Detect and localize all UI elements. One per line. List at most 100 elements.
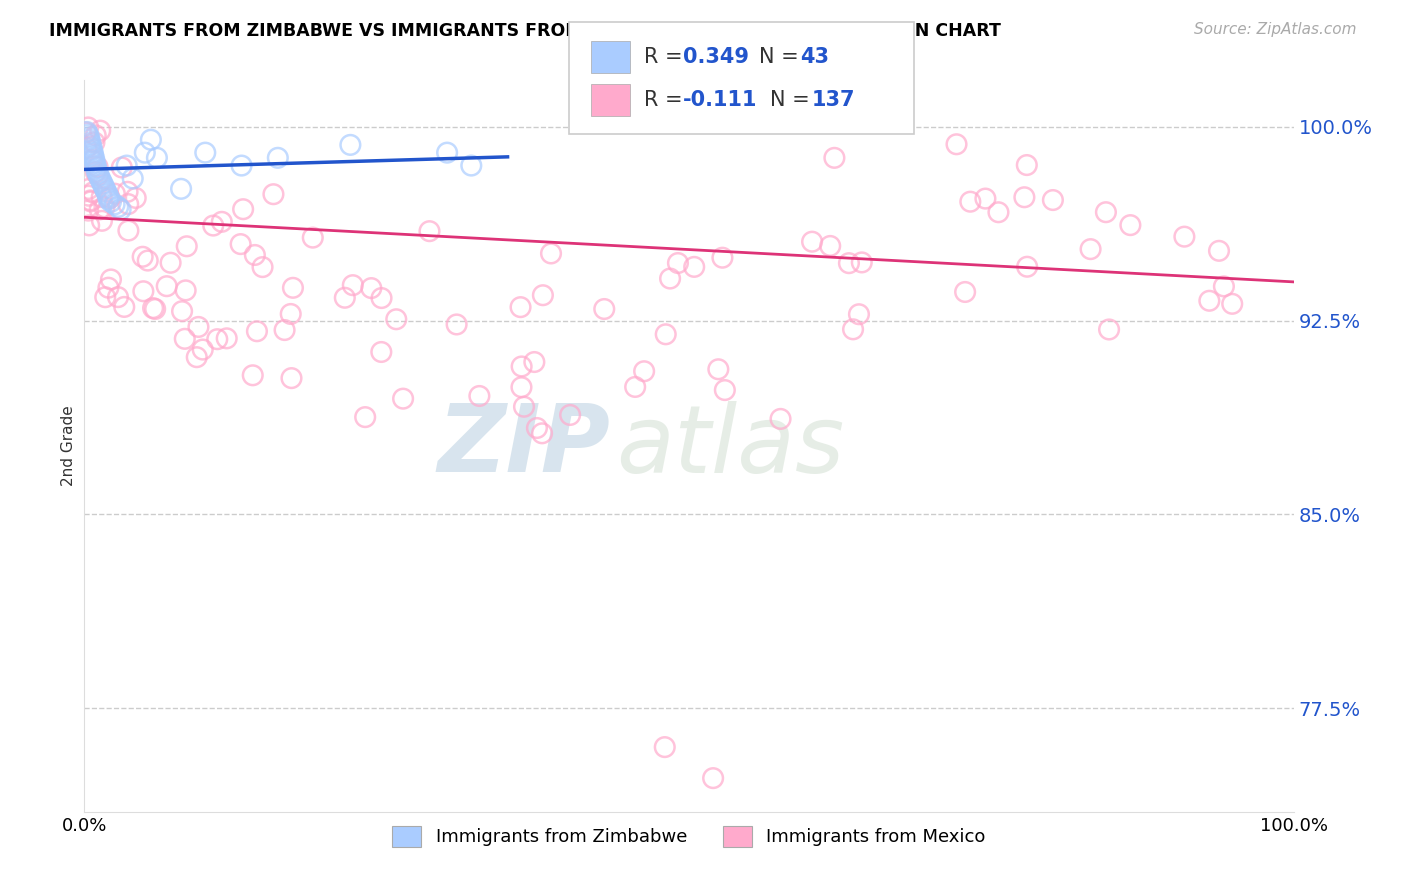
Point (159, 256, 181, 270)
Point (125, 191, 148, 205)
Point (143, 301, 166, 316)
Point (211, 215, 233, 229)
Point (97, 192, 120, 206)
Point (117, 197, 139, 211)
Point (446, 318, 468, 332)
Point (82, 186, 104, 200)
Point (146, 151, 169, 165)
Point (77, 130, 100, 145)
Point (100, 272, 122, 286)
Point (851, 255, 873, 269)
Point (659, 271, 682, 285)
Point (769, 412, 792, 426)
Point (134, 145, 156, 160)
Point (1119, 218, 1142, 232)
Point (97, 189, 120, 203)
Text: atlas: atlas (616, 401, 845, 491)
Point (90, 190, 112, 204)
Text: -0.111: -0.111 (683, 90, 758, 110)
Point (176, 239, 198, 253)
Point (170, 182, 193, 196)
Point (79, 137, 101, 152)
Point (84, 159, 107, 173)
Point (89, 171, 111, 186)
Point (173, 332, 195, 346)
Point (115, 159, 138, 173)
Point (1098, 322, 1121, 336)
Point (818, 239, 841, 253)
Point (89, 123, 111, 137)
Point (510, 380, 533, 394)
Point (89, 202, 111, 217)
Point (93, 179, 115, 194)
Point (86, 160, 108, 174)
Point (76, 125, 98, 139)
Point (83, 153, 105, 168)
Point (83, 136, 105, 150)
Point (633, 364, 655, 378)
Point (117, 185, 139, 199)
Point (156, 279, 179, 293)
Point (107, 290, 129, 304)
Point (842, 322, 865, 336)
Point (121, 171, 143, 186)
Point (280, 307, 302, 321)
Point (91, 214, 114, 228)
Text: 137: 137 (811, 90, 855, 110)
Point (111, 161, 134, 175)
Point (801, 235, 824, 249)
Point (333, 291, 356, 305)
Point (191, 343, 214, 357)
Point (1212, 279, 1234, 293)
Point (531, 426, 554, 441)
Point (252, 260, 274, 274)
Point (77, 120, 100, 135)
Point (110, 202, 132, 217)
Point (526, 421, 548, 435)
Point (84, 165, 107, 179)
Point (1173, 229, 1195, 244)
Point (510, 359, 533, 374)
Point (82, 148, 104, 162)
Point (392, 392, 415, 406)
Point (714, 383, 737, 397)
Point (186, 350, 208, 364)
Point (77, 219, 100, 233)
Point (132, 285, 155, 299)
Point (558, 408, 581, 422)
Point (194, 145, 217, 160)
Point (90, 174, 112, 188)
Point (385, 312, 408, 326)
Point (91, 177, 114, 191)
Point (354, 410, 377, 425)
Point (104, 186, 127, 201)
Point (86, 163, 108, 178)
Point (460, 159, 482, 173)
Point (593, 301, 616, 316)
Point (75, 126, 97, 140)
Point (80, 194, 103, 209)
Point (83, 151, 105, 165)
Text: N =: N = (770, 90, 817, 110)
Point (987, 205, 1010, 219)
Point (1208, 244, 1230, 258)
Point (136, 253, 159, 268)
Point (86, 166, 108, 180)
Point (702, 771, 724, 785)
Point (232, 202, 254, 217)
Point (242, 368, 264, 383)
Point (243, 248, 266, 262)
Point (202, 219, 225, 233)
Text: ZIP: ZIP (437, 400, 610, 492)
Point (94, 290, 117, 304)
Point (77, 203, 100, 218)
Point (86, 161, 108, 176)
Point (207, 332, 229, 346)
Point (76, 141, 98, 155)
Point (436, 145, 458, 160)
Point (418, 224, 440, 238)
Point (82, 145, 104, 160)
Point (1014, 190, 1036, 204)
Text: N =: N = (759, 47, 806, 67)
Point (100, 194, 122, 209)
